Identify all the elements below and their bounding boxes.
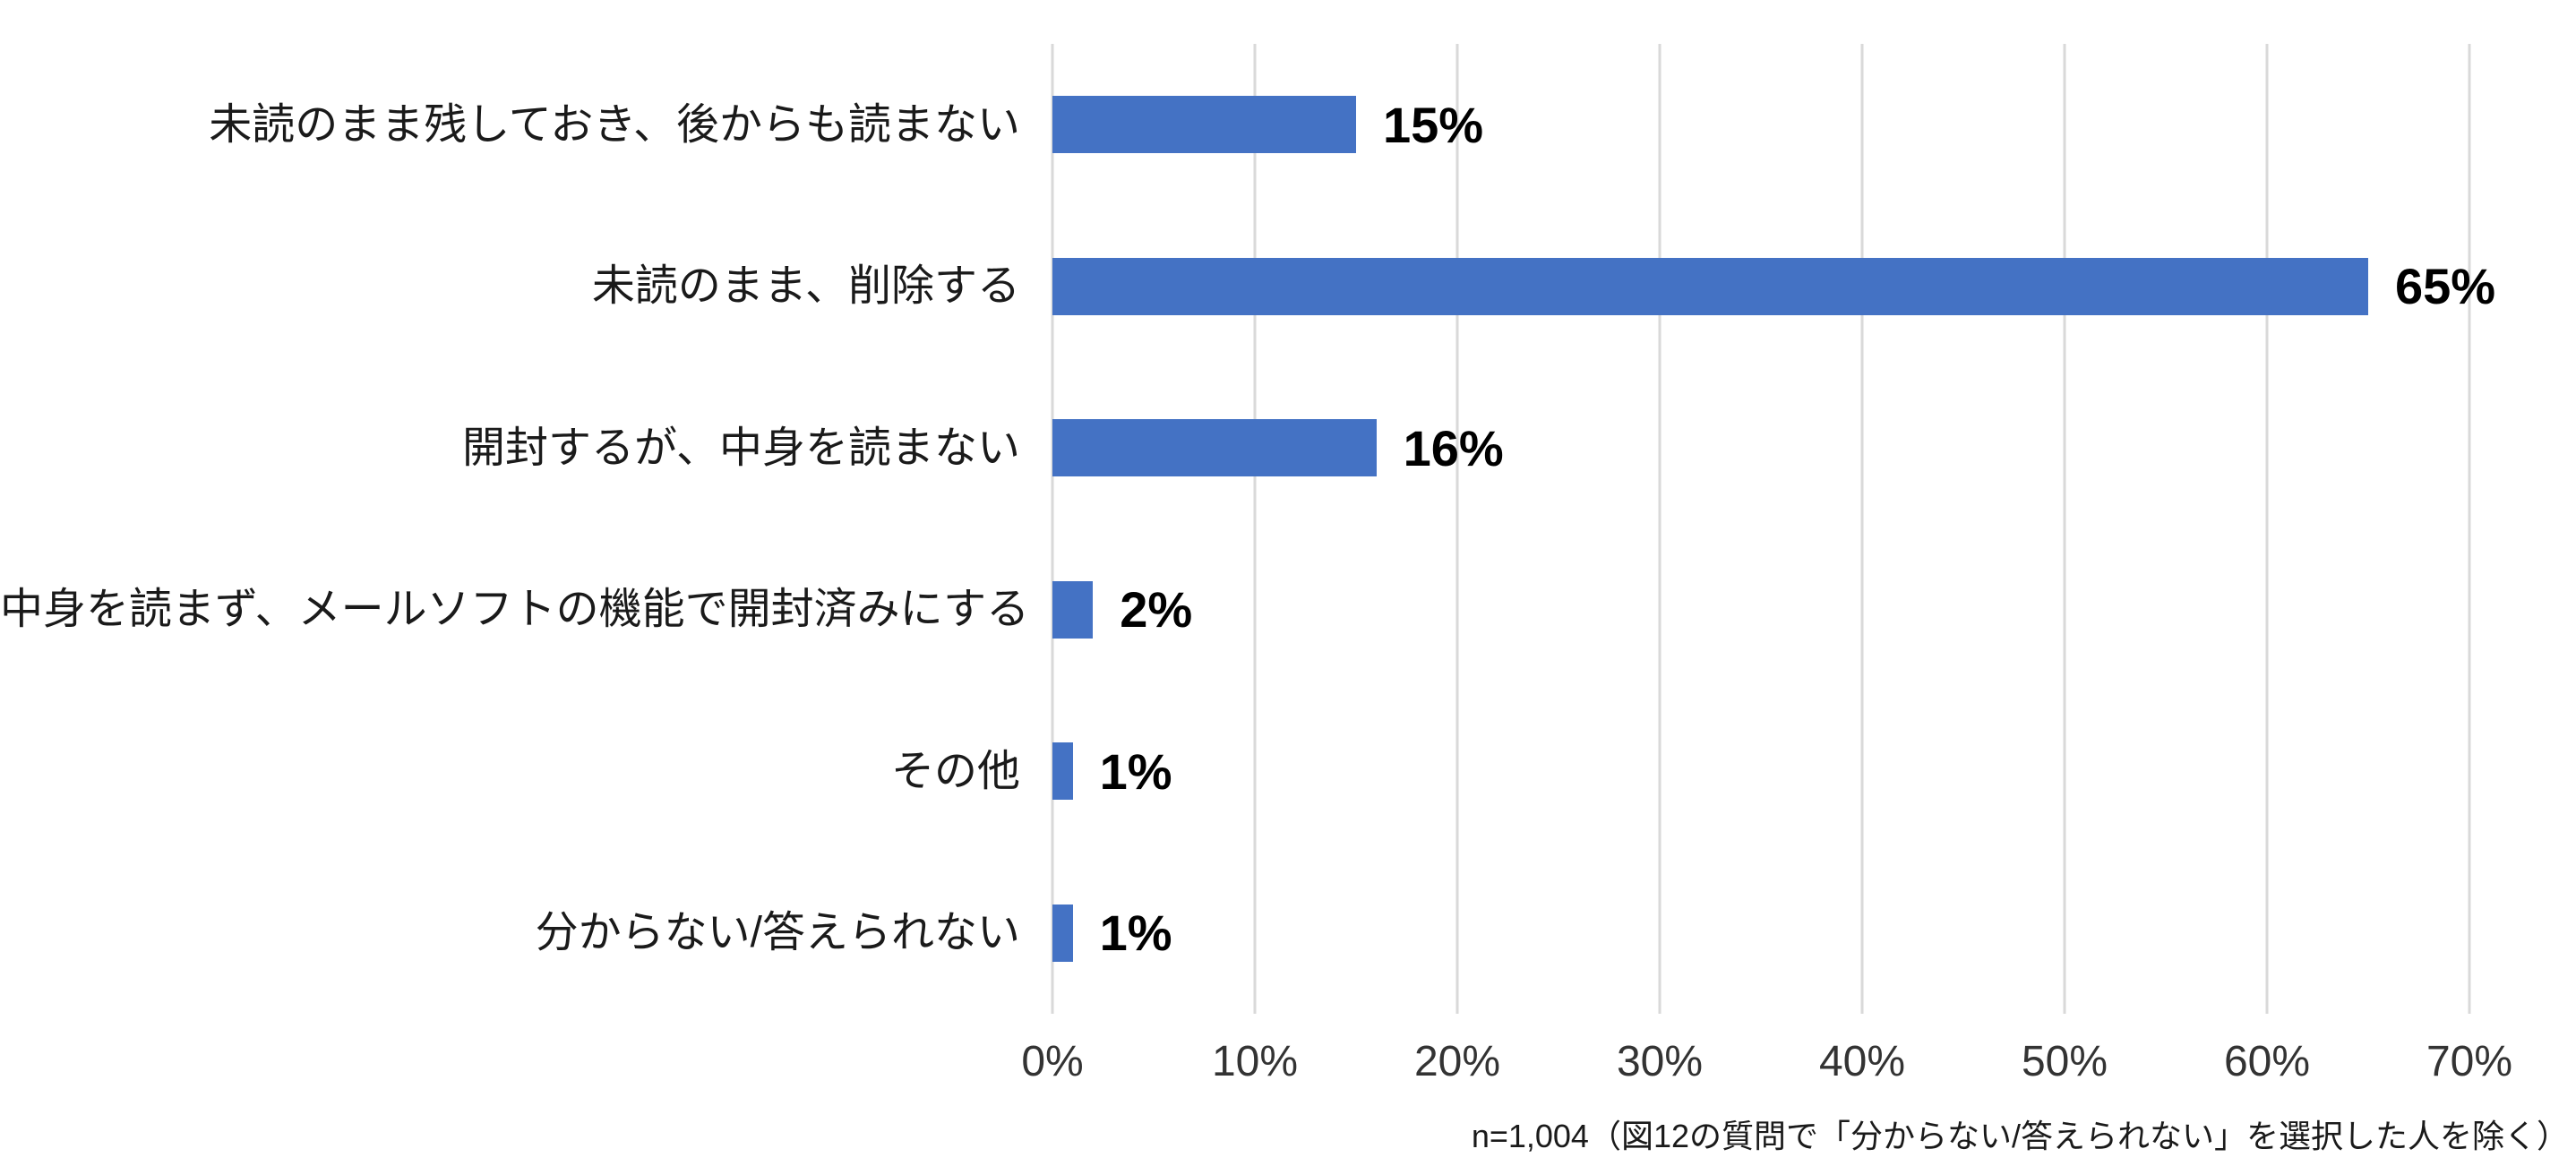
bar: [1052, 257, 2368, 315]
x-tick-label: 20%: [1413, 1038, 1501, 1085]
bar-row: その他 1%: [0, 690, 2576, 853]
gridline: [2063, 44, 2066, 1014]
gridline: [1051, 44, 1054, 1014]
gridline: [2265, 44, 2269, 1014]
bar-area: 15%: [1052, 44, 2576, 206]
bar: [1052, 96, 1356, 154]
footnote: n=1,004（図12の質問で「分からない/答えられない」を選択した人を除く）: [1471, 1118, 2569, 1154]
x-tick-label: 10%: [1211, 1038, 1299, 1085]
bar-row: 開封するが、中身を読まない 16%: [0, 367, 2576, 529]
bar-area: 2%: [1052, 529, 2576, 691]
bar-area: 1%: [1052, 853, 2576, 1015]
bar-row: 中身を読まず、メールソフトの機能で開封済みにする 2%: [0, 529, 2576, 691]
value-label: 1%: [1099, 742, 1172, 800]
category-label: 未読のまま、削除する: [591, 262, 1020, 311]
bar: [1052, 419, 1377, 477]
bar: [1052, 904, 1073, 962]
value-label: 2%: [1120, 581, 1193, 639]
bar-area: 16%: [1052, 367, 2576, 529]
bar-rows: 未読のまま残しておき、後からも読まない 15% 未読のまま、削除する 65% 開封するが…: [0, 44, 2576, 1014]
bar-area: 1%: [1052, 690, 2576, 853]
bar: [1052, 580, 1094, 639]
x-tick-label: 50%: [2021, 1038, 2108, 1085]
x-tick-label: 30%: [1616, 1038, 1704, 1085]
bar-area: 65%: [1052, 206, 2576, 368]
value-label: 16%: [1403, 419, 1504, 476]
x-axis: 0% 10% 20% 30% 40% 50% 60% 70%: [1021, 1037, 2512, 1094]
bar-row: 分からない/答えられない 1%: [0, 853, 2576, 1015]
category-label: 開封するが、中身を読まない: [461, 424, 1020, 472]
plot-area: [1051, 44, 2471, 1014]
category-label: 分からない/答えられない: [535, 909, 1020, 957]
x-tick-label: 0%: [1021, 1038, 1084, 1085]
bar: [1052, 742, 1073, 801]
value-label: 65%: [2395, 258, 2496, 315]
category-label: その他: [890, 747, 1020, 795]
bar-row: 未読のまま、削除する 65%: [0, 206, 2576, 368]
value-label: 1%: [1099, 905, 1172, 962]
category-label: 未読のまま残しておき、後からも読まない: [209, 100, 1020, 149]
gridline: [2468, 44, 2471, 1014]
x-tick-label: 70%: [2426, 1038, 2513, 1085]
gridline: [1253, 44, 1257, 1014]
gridline: [1455, 44, 1459, 1014]
x-tick-label: 40%: [1818, 1038, 1906, 1085]
gridline: [1860, 44, 1864, 1014]
x-tick-label: 60%: [2223, 1038, 2311, 1085]
category-label: 中身を読まず、メールソフトの機能で開封済みにする: [0, 586, 1030, 634]
gridline: [1658, 44, 1662, 1014]
value-label: 15%: [1383, 96, 1484, 153]
bar-row: 未読のまま残しておき、後からも読まない 15%: [0, 44, 2576, 206]
